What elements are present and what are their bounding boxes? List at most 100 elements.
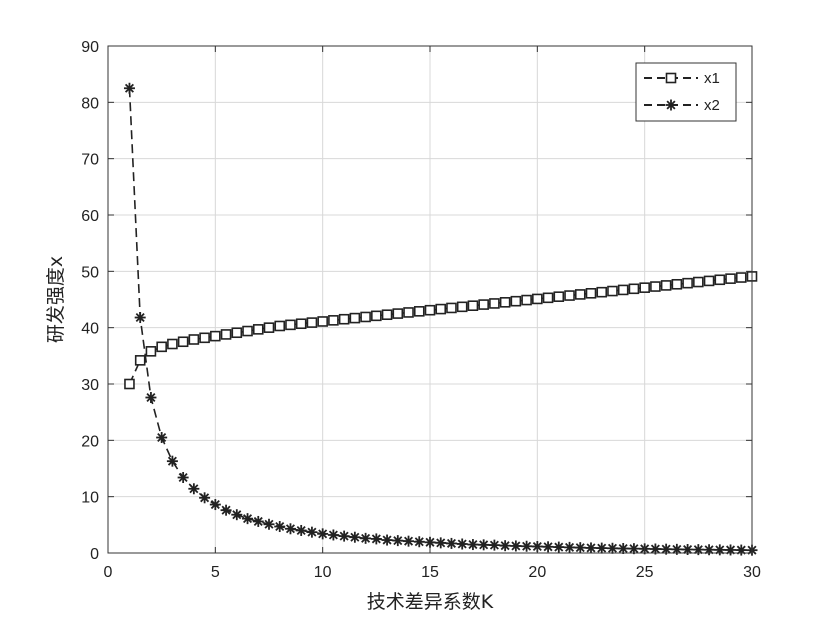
data-point-x1 bbox=[156, 341, 167, 353]
asterisk-stroke bbox=[296, 525, 306, 535]
asterisk-stroke bbox=[607, 543, 617, 553]
data-point-x1 bbox=[693, 276, 704, 288]
data-point-x1 bbox=[521, 294, 532, 306]
y-tick-label: 60 bbox=[81, 208, 99, 225]
series-layer bbox=[123, 82, 758, 556]
data-point-x1 bbox=[317, 316, 328, 327]
asterisk-stroke bbox=[479, 540, 489, 550]
data-point-x2 bbox=[424, 536, 436, 548]
asterisk-stroke bbox=[511, 541, 521, 551]
data-point-x1 bbox=[499, 297, 511, 308]
data-point-x1 bbox=[360, 311, 371, 323]
asterisk-stroke bbox=[650, 544, 660, 554]
asterisk-stroke bbox=[350, 532, 360, 542]
data-point-x2 bbox=[445, 537, 457, 549]
asterisk-stroke bbox=[178, 472, 188, 483]
data-point-x2 bbox=[156, 432, 168, 444]
data-point-x2 bbox=[478, 539, 490, 551]
data-point-x2 bbox=[220, 504, 232, 516]
asterisk-stroke bbox=[285, 524, 295, 534]
data-point-x1 bbox=[714, 274, 726, 286]
data-point-x2 bbox=[349, 531, 361, 543]
data-point-x1 bbox=[199, 332, 210, 344]
data-point-x2 bbox=[360, 532, 372, 544]
data-point-x2 bbox=[177, 472, 189, 484]
data-point-x1 bbox=[338, 313, 350, 325]
data-point-x2 bbox=[188, 483, 200, 495]
data-point-x2 bbox=[199, 492, 211, 504]
data-point-x1 bbox=[735, 272, 747, 283]
data-point-x1 bbox=[349, 312, 361, 324]
legend-item-x1: x1 bbox=[644, 70, 720, 87]
data-point-x1 bbox=[285, 319, 296, 331]
data-point-x2 bbox=[209, 499, 221, 511]
legend-marker-x2 bbox=[665, 99, 677, 111]
asterisk-stroke bbox=[436, 538, 446, 548]
data-point-x2 bbox=[381, 534, 393, 546]
asterisk-stroke bbox=[339, 531, 349, 541]
data-point-x2 bbox=[370, 533, 382, 545]
data-point-x1 bbox=[134, 355, 146, 366]
data-point-x1 bbox=[574, 289, 586, 300]
data-point-x1 bbox=[639, 282, 650, 293]
data-point-x1 bbox=[392, 308, 404, 319]
data-point-x1 bbox=[274, 320, 286, 332]
data-point-x1 bbox=[177, 336, 189, 348]
y-axis-label: 研发强度x bbox=[45, 256, 67, 343]
asterisk-stroke bbox=[666, 100, 676, 110]
asterisk-stroke bbox=[661, 544, 671, 554]
asterisk-stroke bbox=[200, 493, 210, 503]
data-point-x1 bbox=[220, 329, 232, 340]
y-tick-label: 50 bbox=[81, 264, 99, 281]
legend-label-x2: x2 bbox=[704, 97, 720, 114]
data-point-x2 bbox=[456, 538, 468, 550]
asterisk-stroke bbox=[404, 536, 414, 546]
data-point-x1 bbox=[489, 298, 500, 309]
data-point-x1 bbox=[403, 307, 414, 318]
data-point-x1 bbox=[542, 292, 554, 304]
asterisk-stroke bbox=[221, 505, 231, 515]
data-point-x2 bbox=[521, 540, 533, 552]
data-point-x2 bbox=[317, 528, 329, 540]
data-point-x1 bbox=[478, 299, 489, 310]
data-point-x2 bbox=[606, 542, 618, 554]
data-point-x2 bbox=[413, 536, 425, 548]
data-point-x1 bbox=[617, 284, 629, 296]
x-tick-label: 10 bbox=[314, 564, 332, 581]
data-point-x1 bbox=[703, 275, 715, 287]
data-point-x1 bbox=[467, 300, 479, 311]
data-point-x1 bbox=[532, 293, 543, 305]
asterisk-stroke bbox=[468, 540, 478, 550]
asterisk-stroke bbox=[565, 542, 575, 552]
y-tick-label: 10 bbox=[81, 490, 99, 507]
data-point-x2 bbox=[145, 392, 157, 404]
asterisk-stroke bbox=[554, 542, 564, 552]
grid-lines bbox=[107, 45, 753, 554]
asterisk-stroke bbox=[693, 545, 703, 555]
asterisk-stroke bbox=[618, 543, 628, 554]
data-point-x2 bbox=[649, 543, 661, 555]
data-point-x1 bbox=[306, 317, 318, 328]
data-point-x2 bbox=[306, 526, 318, 538]
legend-box bbox=[635, 62, 737, 122]
legend-marker-square bbox=[665, 72, 677, 84]
data-point-x1 bbox=[145, 346, 157, 357]
data-point-x2 bbox=[510, 540, 522, 552]
data-point-x2 bbox=[564, 541, 576, 553]
data-point-x1 bbox=[381, 309, 393, 321]
asterisk-stroke bbox=[704, 545, 714, 555]
data-point-x1 bbox=[413, 306, 425, 317]
data-point-x2 bbox=[553, 541, 565, 553]
x-axis-label: 技术差异系数K bbox=[367, 591, 494, 613]
data-point-x2 bbox=[725, 544, 737, 556]
x-tick-label: 25 bbox=[636, 564, 654, 581]
asterisk-stroke bbox=[500, 541, 510, 551]
data-point-x1 bbox=[628, 283, 640, 295]
asterisk-stroke bbox=[425, 537, 435, 547]
data-point-x1 bbox=[435, 303, 447, 315]
data-point-x2 bbox=[166, 455, 178, 467]
data-point-x2 bbox=[252, 515, 264, 527]
data-point-x1 bbox=[188, 334, 200, 345]
asterisk-stroke bbox=[275, 521, 285, 532]
